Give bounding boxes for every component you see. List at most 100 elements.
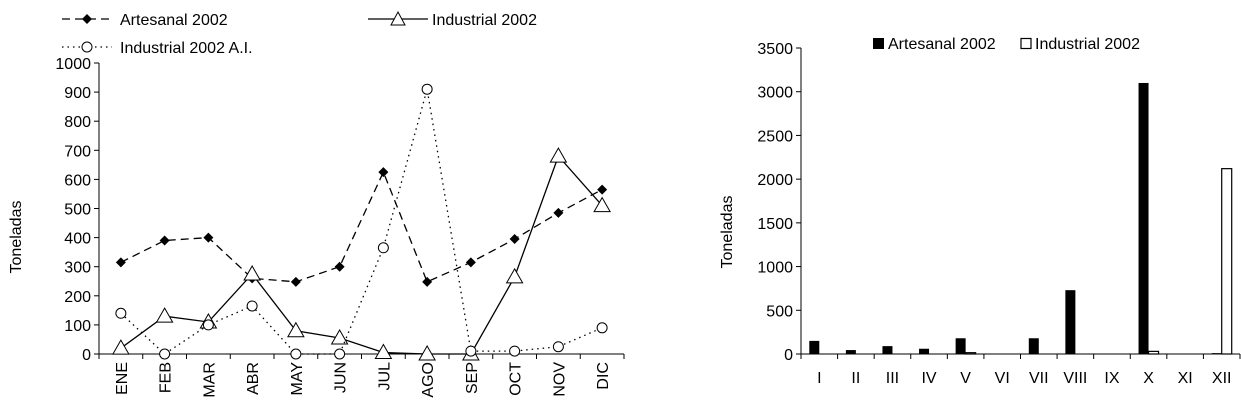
x-tick-label: II xyxy=(851,370,860,387)
bar-industrial xyxy=(965,352,977,355)
y-tick-label: 3500 xyxy=(757,41,793,58)
data-point xyxy=(202,319,214,331)
bar-series xyxy=(809,82,1233,355)
data-point xyxy=(549,147,568,163)
data-point xyxy=(421,83,433,95)
line-legend: Artesanal 2002 Industrial 2002 Industria… xyxy=(62,10,537,57)
y-tick-label: 800 xyxy=(64,114,91,131)
legend-item-artesanal-bar: Artesanal 2002 xyxy=(873,36,996,53)
y-tick-label: 0 xyxy=(82,347,91,364)
y-tick-label: 1000 xyxy=(55,56,91,73)
x-tick-label: III xyxy=(886,370,899,387)
bar-artesanal xyxy=(1028,338,1039,354)
circle-marker-icon xyxy=(81,41,93,53)
bar-chart: Artesanal 2002 Industrial 2002 Toneladas… xyxy=(719,36,1241,387)
line-chart: Artesanal 2002 Industrial 2002 Industria… xyxy=(8,10,625,398)
legend-label: Industrial 2002 A.I. xyxy=(120,40,253,57)
x-tick-label: I xyxy=(817,370,821,387)
triangle-marker-icon xyxy=(390,10,406,26)
data-point xyxy=(596,322,608,334)
bar-artesanal xyxy=(919,348,930,354)
y-tick-label: 100 xyxy=(64,318,91,335)
bar-artesanal xyxy=(1211,353,1222,354)
x-tick-label: NOV xyxy=(551,362,568,397)
x-tick-label: JUN xyxy=(333,362,350,393)
legend-label: Artesanal 2002 xyxy=(888,36,996,53)
bar-industrial xyxy=(1221,168,1233,355)
y-tick-label: 1000 xyxy=(757,260,793,277)
data-point xyxy=(243,264,261,281)
open-square-icon xyxy=(1020,37,1032,50)
bar-industrial xyxy=(1147,350,1160,355)
x-tick-label: AGO xyxy=(420,362,437,398)
y-tick-label: 3000 xyxy=(757,85,793,102)
x-tick-label: V xyxy=(960,370,971,387)
y-tick-label: 700 xyxy=(64,143,91,160)
x-tick-label: DIC xyxy=(595,362,612,390)
bar-artesanal xyxy=(882,346,893,354)
series-line xyxy=(120,170,603,283)
x-tick-label: MAY xyxy=(289,362,306,396)
data-point xyxy=(334,261,345,272)
data-point xyxy=(509,345,521,357)
y-tick-label: 500 xyxy=(64,202,91,219)
data-point xyxy=(159,235,170,246)
data-point xyxy=(378,167,389,178)
bar-artesanal xyxy=(1065,290,1076,354)
data-point xyxy=(246,300,258,312)
data-point xyxy=(553,207,564,218)
data-point xyxy=(418,344,436,361)
x-tick-label: VII xyxy=(1029,370,1049,387)
line-series xyxy=(112,83,611,361)
data-point xyxy=(509,234,520,245)
y-tick-label: 200 xyxy=(64,289,91,306)
x-tick-label: ABR xyxy=(245,362,262,395)
diamond-marker-icon xyxy=(82,14,92,24)
series-industrial-2002 xyxy=(112,147,611,361)
y-tick-label: 500 xyxy=(766,303,793,320)
data-point xyxy=(465,345,477,357)
legend-item-industrial-ai: Industrial 2002 A.I. xyxy=(62,40,253,57)
x-tick-label: IX xyxy=(1104,370,1119,387)
data-point xyxy=(465,257,476,268)
y-tick-label: 400 xyxy=(64,231,91,248)
y-tick-label: 1500 xyxy=(757,216,793,233)
y-tick-label: 900 xyxy=(64,85,91,102)
data-point xyxy=(330,328,349,345)
x-tick-label: VI xyxy=(995,370,1010,387)
filled-square-icon xyxy=(873,38,884,49)
series-industrial-2002-a-i- xyxy=(115,83,608,360)
x-tick-label: OCT xyxy=(508,362,525,396)
data-point xyxy=(290,276,301,287)
y-tick-label: 2500 xyxy=(757,128,793,145)
data-point xyxy=(155,307,174,323)
series-artesanal-2002 xyxy=(115,167,608,287)
data-point xyxy=(334,348,346,360)
data-point xyxy=(115,307,127,319)
bar-legend: Artesanal 2002 Industrial 2002 xyxy=(873,36,1140,53)
x-tick-label: X xyxy=(1143,370,1154,387)
data-point xyxy=(115,257,126,268)
legend-label: Industrial 2002 xyxy=(1035,36,1140,53)
data-point xyxy=(593,196,611,213)
bar-artesanal xyxy=(1138,82,1149,354)
legend-label: Artesanal 2002 xyxy=(120,12,228,29)
data-point xyxy=(374,343,393,360)
x-tick-label: SEP xyxy=(464,362,481,394)
data-point xyxy=(203,232,214,243)
x-tick-label: ENE xyxy=(114,362,131,395)
data-point xyxy=(422,276,433,287)
x-tick-label: IV xyxy=(921,370,936,387)
y-tick-label: 0 xyxy=(784,347,793,364)
data-point xyxy=(505,267,524,284)
line-axes: 0 100 200 300 400 500 600 700 800 900 1000 ENE FEB MA… xyxy=(55,56,625,398)
data-point xyxy=(290,348,302,360)
series-line xyxy=(120,154,603,355)
y-axis-label: Toneladas xyxy=(719,196,736,269)
x-tick-label: FEB xyxy=(158,362,175,393)
y-tick-label: 600 xyxy=(64,172,91,189)
legend-item-industrial-bar: Industrial 2002 xyxy=(1020,36,1140,53)
legend-item-artesanal: Artesanal 2002 xyxy=(62,12,228,29)
y-axis-label: Toneladas xyxy=(8,201,25,274)
